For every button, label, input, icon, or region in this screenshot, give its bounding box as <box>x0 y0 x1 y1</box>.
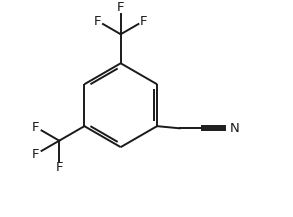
Text: F: F <box>55 161 63 174</box>
Text: F: F <box>140 15 147 28</box>
Text: F: F <box>117 1 125 14</box>
Text: N: N <box>230 122 240 135</box>
Text: F: F <box>94 15 102 28</box>
Text: F: F <box>32 121 40 134</box>
Text: F: F <box>32 148 40 161</box>
